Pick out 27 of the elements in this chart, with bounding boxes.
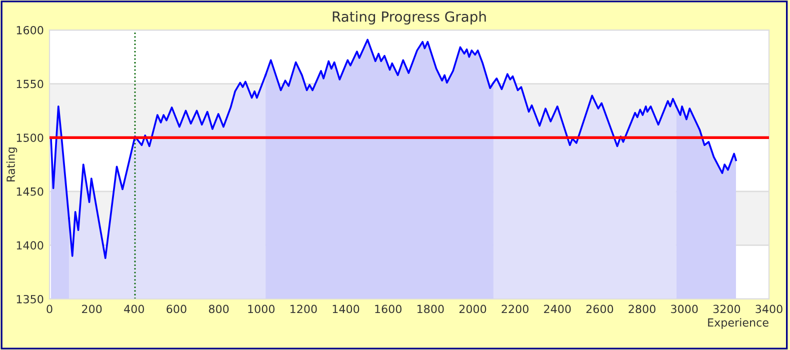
x-tick-label: 3000 bbox=[671, 304, 698, 314]
y-tick-label: 1550 bbox=[16, 80, 44, 88]
x-tick-label: 3200 bbox=[713, 304, 740, 314]
x-tick-label: 800 bbox=[208, 304, 229, 314]
x-tick-label: 3400 bbox=[756, 304, 782, 314]
x-tick-label: 2200 bbox=[502, 304, 528, 314]
x-tick-label: 1800 bbox=[417, 304, 444, 314]
x-tick-label: 1200 bbox=[290, 304, 317, 314]
x-tick-label: 400 bbox=[124, 304, 144, 314]
x-tick-label: 1600 bbox=[375, 304, 402, 314]
y-axis-title: Rating bbox=[6, 148, 18, 182]
x-tick-label: 600 bbox=[166, 304, 186, 314]
chart-title: Rating Progress Graph bbox=[332, 11, 486, 25]
x-tick-label: 0 bbox=[46, 304, 52, 314]
x-tick-label: 2400 bbox=[544, 304, 571, 314]
y-tick-label: 1500 bbox=[16, 134, 44, 142]
x-tick-label: 1000 bbox=[248, 304, 275, 314]
y-tick-label: 1600 bbox=[16, 26, 44, 34]
x-axis-title: Experience bbox=[708, 318, 768, 329]
y-tick-label: 1450 bbox=[16, 187, 44, 196]
y-tick-label: 1400 bbox=[16, 241, 44, 250]
y-tick-label: 1350 bbox=[16, 294, 44, 304]
x-tick-label: 1400 bbox=[332, 304, 360, 314]
x-tick-label: 2800 bbox=[628, 304, 656, 314]
x-tick-label: 2000 bbox=[459, 304, 486, 314]
x-tick-label: 2600 bbox=[586, 304, 614, 314]
x-tick-label: 200 bbox=[82, 304, 102, 314]
